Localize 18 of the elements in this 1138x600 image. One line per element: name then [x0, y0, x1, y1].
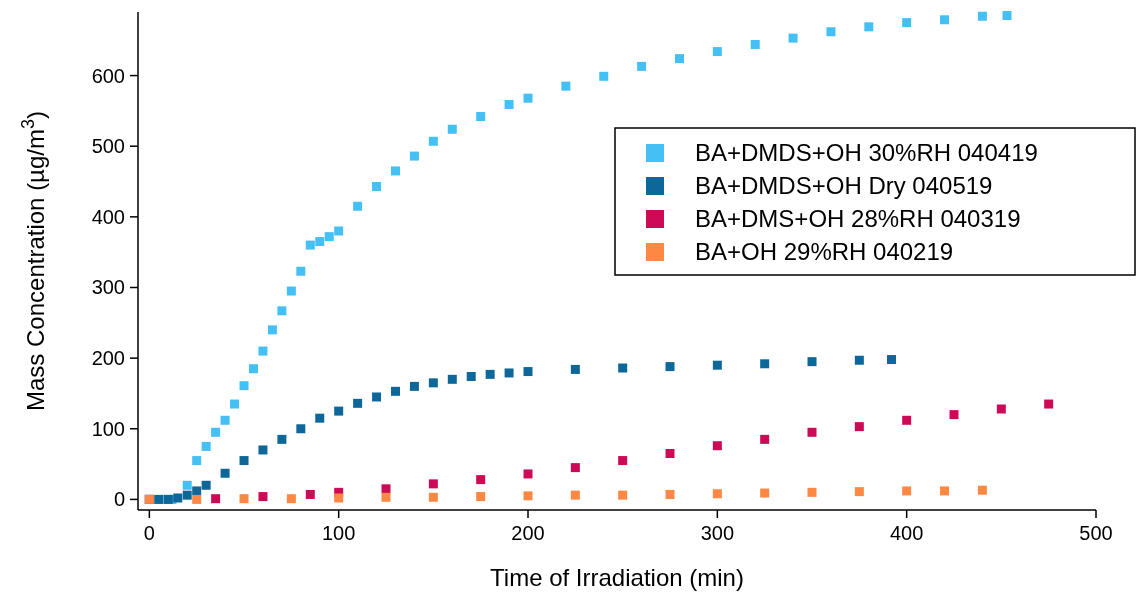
legend-label: BA+DMDS+OH 30%RH 040419 [695, 139, 1038, 167]
y-tick-label: 400 [91, 205, 125, 228]
y-tick-label: 300 [91, 276, 125, 299]
legend-label: BA+DMDS+OH Dry 040519 [695, 172, 993, 200]
y-tick-label: 0 [113, 488, 125, 511]
y-tick-label: 100 [91, 417, 125, 440]
x-axis-title: Time of Irradiation (min) [490, 564, 744, 591]
legend-label: BA+OH 29%RH 040219 [695, 238, 954, 266]
legend-label: BA+DMS+OH 28%RH 040319 [695, 205, 1021, 233]
x-tick-label: 200 [511, 522, 545, 544]
x-tick-label: 400 [889, 522, 924, 544]
x-tick-label: 0 [143, 522, 155, 544]
x-tick-label: 300 [700, 522, 735, 544]
y-tick-label: 500 [91, 135, 125, 158]
y-tick-label: 200 [91, 347, 125, 370]
x-tick-label: 500 [1079, 522, 1113, 544]
y-tick-label: 600 [91, 64, 125, 87]
x-tick-label: 100 [322, 522, 356, 544]
